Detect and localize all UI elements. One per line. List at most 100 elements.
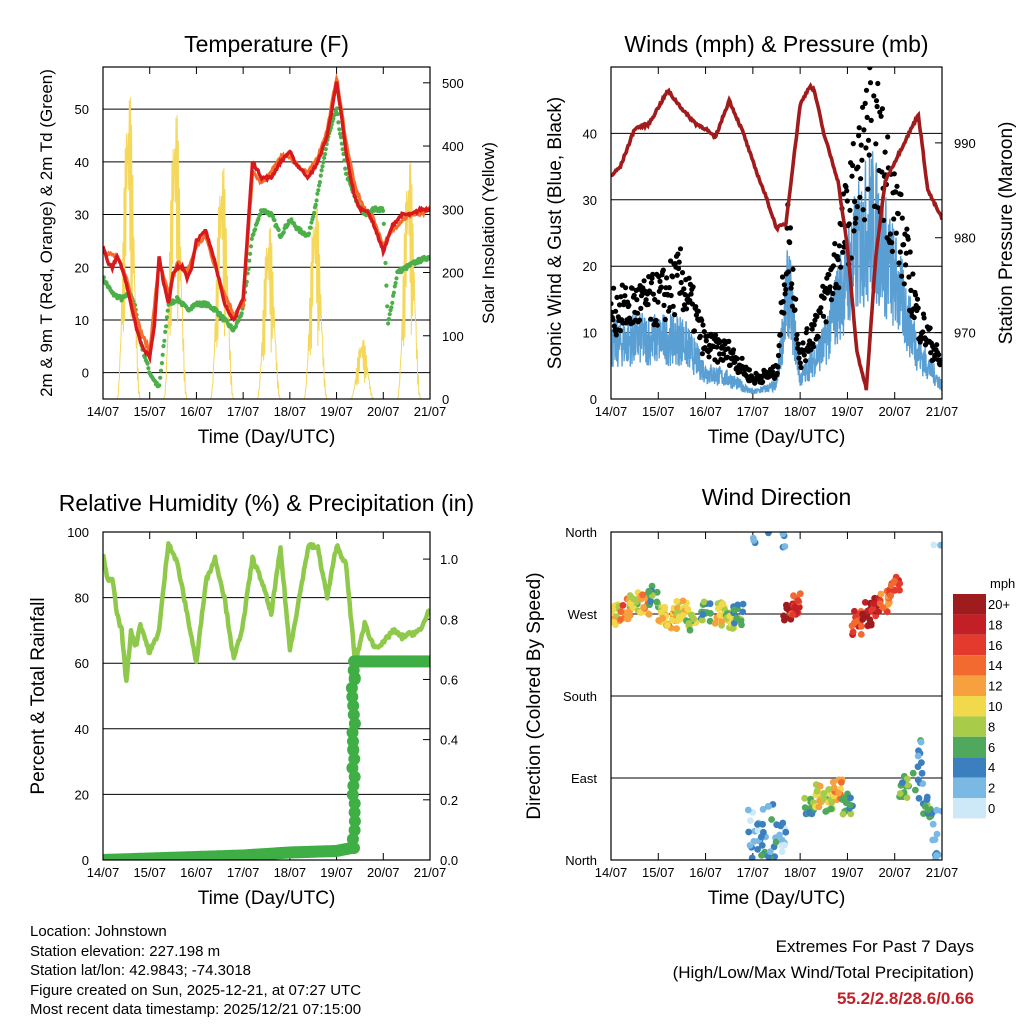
gust-point — [657, 278, 663, 284]
direction-point — [822, 808, 830, 815]
extremes-subtitle: (High/Low/Max Wind/Total Precipitation) — [672, 963, 974, 982]
dewpoint-point — [383, 260, 388, 266]
gust-point — [862, 100, 868, 106]
gust-point — [636, 317, 643, 323]
gust-point — [836, 243, 843, 249]
precip-point — [346, 833, 359, 846]
direction-point — [748, 854, 756, 860]
y-axis-label: Percent & Total Rainfall — [28, 597, 49, 794]
gust-point — [857, 194, 863, 200]
gust-point — [828, 297, 835, 303]
dewpoint-point — [289, 217, 294, 222]
gust-point — [781, 310, 787, 316]
gust-point — [865, 137, 872, 143]
gust-point — [809, 326, 815, 332]
gust-point — [849, 173, 855, 179]
gust-point — [898, 191, 904, 198]
dewpoint-point — [163, 329, 168, 334]
direction-point — [870, 600, 878, 607]
precip-point — [347, 664, 360, 677]
dewpoint-point — [247, 258, 252, 263]
y-axis-label: 2m & 9m T (Red, Orange) & 2m Td (Green) — [37, 69, 56, 397]
gust-point — [852, 220, 858, 226]
gust-point — [795, 345, 801, 351]
gust-point — [787, 239, 793, 246]
legend-label: 8 — [988, 719, 995, 734]
gust-point — [907, 249, 913, 255]
direction-point — [715, 605, 722, 612]
direction-point — [919, 780, 927, 787]
direction-point — [801, 794, 809, 802]
gust-point — [873, 141, 879, 147]
gust-point — [863, 145, 869, 151]
direction-point — [904, 782, 912, 789]
precip-point — [348, 717, 361, 730]
station-info: Location: Johnstown Station elevation: 2… — [30, 922, 361, 1020]
dewpoint-point — [320, 164, 325, 169]
dewpoint-point — [160, 352, 165, 357]
direction-point — [937, 541, 942, 549]
dewpoint-point — [248, 244, 254, 249]
gust-point — [920, 329, 926, 335]
gust-point — [701, 329, 707, 335]
direction-point — [876, 600, 884, 608]
x-tick-label: 14/07 — [595, 404, 628, 419]
station-elevation: Station elevation: 227.198 m — [30, 942, 221, 960]
gust-point — [781, 282, 788, 288]
gust-point — [720, 351, 727, 357]
precip-point — [348, 824, 361, 837]
dewpoint-point — [157, 383, 162, 388]
gust-point — [894, 183, 900, 189]
gust-point — [826, 272, 832, 278]
gust-point — [617, 302, 623, 308]
gust-point — [670, 303, 676, 309]
dewpoint-point — [249, 236, 254, 241]
direction-point — [903, 775, 911, 783]
dewpoint-point — [158, 368, 164, 373]
y-tick-label: 20 — [75, 260, 89, 275]
x-tick-label: 14/07 — [595, 865, 628, 880]
direction-point — [647, 597, 654, 605]
dewpoint-point — [311, 214, 316, 219]
direction-point — [815, 803, 823, 811]
winds-pressure-panel: Winds (mph) & Pressure (mb) 14/07 15/07 16/… — [545, 31, 1017, 448]
gust-point — [875, 80, 881, 87]
dewpoint-point — [164, 315, 169, 320]
dewpoint-point — [338, 131, 343, 136]
gust-point — [724, 354, 731, 360]
gust-point — [650, 291, 657, 297]
y-tick-label: 20 — [583, 259, 597, 274]
dewpoint-point — [161, 344, 166, 349]
gust-point — [901, 281, 907, 287]
dewpoint-point — [316, 188, 321, 193]
gust-point — [811, 322, 817, 328]
direction-point — [759, 805, 767, 813]
gust-point — [903, 250, 909, 256]
direction-point — [835, 789, 842, 797]
y-tick-label: North — [565, 525, 597, 540]
x-tick-label: 15/07 — [642, 404, 675, 419]
dewpoint-point — [340, 147, 345, 152]
dewpoint-point — [344, 171, 349, 176]
dewpoint-point — [272, 218, 277, 223]
y2-tick-label: 0.0 — [440, 853, 458, 868]
dewpoint-point — [339, 141, 344, 146]
dewpoint-point — [317, 180, 322, 185]
direction-point — [909, 769, 917, 777]
gust-point — [678, 279, 684, 286]
y2-tick-label: 0.6 — [440, 672, 458, 687]
gust-point — [938, 359, 942, 365]
station-location: Location: Johnstown — [30, 923, 167, 940]
gust-point — [865, 186, 871, 192]
dewpoint-point — [276, 227, 281, 233]
gust-point — [676, 259, 682, 265]
legend-label: 0 — [988, 801, 995, 816]
gust-point — [814, 314, 820, 320]
gust-point — [936, 352, 942, 358]
x-tick-label: 19/07 — [320, 404, 353, 419]
gust-point — [915, 305, 921, 311]
direction-point — [673, 625, 680, 632]
direction-point — [846, 801, 854, 809]
dewpoint-point — [256, 216, 261, 221]
direction-point — [933, 806, 941, 814]
